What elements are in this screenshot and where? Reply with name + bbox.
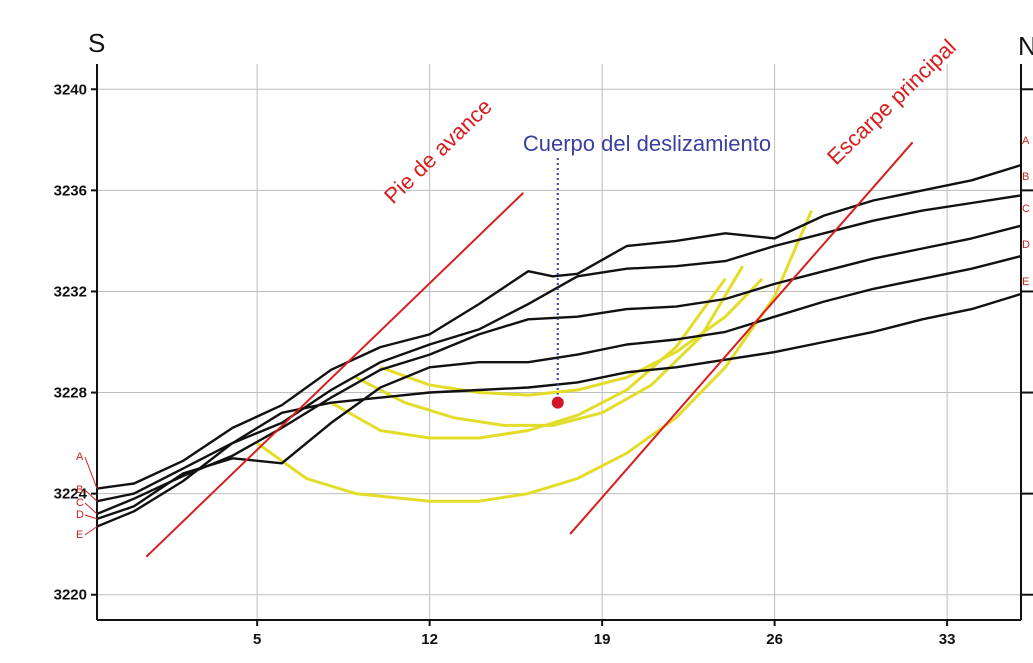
x-tick-label: 5 [253,631,261,648]
reference-line-2 [569,141,914,535]
y-tick-label: 3236 [54,182,87,199]
y-tick-label: 3220 [54,587,87,604]
slip-surfaces [256,210,813,503]
y-tick-label: 3224 [54,486,88,503]
y-tick-label: 3240 [54,81,87,98]
right-profile-label-b: B [1022,171,1029,183]
cuerpo-deslizamiento-label: Cuerpo del deslizamiento [523,131,771,156]
profile-line-c [97,224,1021,516]
x-tick-label: 19 [594,631,611,648]
south-label: S [88,28,105,58]
left-label-leader [84,526,98,536]
left-label-leader [84,502,98,515]
reference-lines [145,141,914,558]
escarpe-principal-label: Escarpe principal [822,34,961,169]
annotations: Pie de avance Escarpe principal Cuerpo del… [76,34,1030,541]
profile-line-e [97,292,1021,528]
left-profile-label-d: D [76,509,84,521]
right-profile-label-d: D [1022,239,1030,251]
right-profile-label-a: A [1022,135,1030,147]
landslide-point-marker [551,396,564,409]
left-profile-label-b: B [76,484,83,496]
left-label-leader [84,514,98,520]
profile-line-b [97,194,1021,503]
y-tick-label: 3228 [54,385,87,402]
left-profile-label-c: C [76,497,84,509]
left-label-leader [84,456,98,489]
x-tick-label: 26 [766,631,783,648]
axes [91,64,1033,626]
left-label-leader [84,489,98,502]
slip-surface-line [379,277,764,397]
north-label: N [1018,31,1033,61]
left-profile-label-a: A [76,451,84,463]
x-tick-label: 33 [939,631,956,648]
slip-surface-line [256,210,813,503]
right-profile-label-e: E [1022,276,1029,288]
right-profile-label-c: C [1022,203,1030,215]
y-tick-label: 3232 [54,283,87,300]
reference-line-1 [145,192,524,558]
profile-line-d [97,254,1021,521]
x-tick-label: 12 [421,631,438,648]
profile-lines [97,163,1021,528]
left-profile-label-e: E [76,529,83,541]
pie-de-avance-label: Pie de avance [379,94,497,209]
tick-labels: 3220 3224 3228 3232 3236 3240 5 12 19 26 33 [54,81,956,648]
slip-surface-line [355,265,744,427]
